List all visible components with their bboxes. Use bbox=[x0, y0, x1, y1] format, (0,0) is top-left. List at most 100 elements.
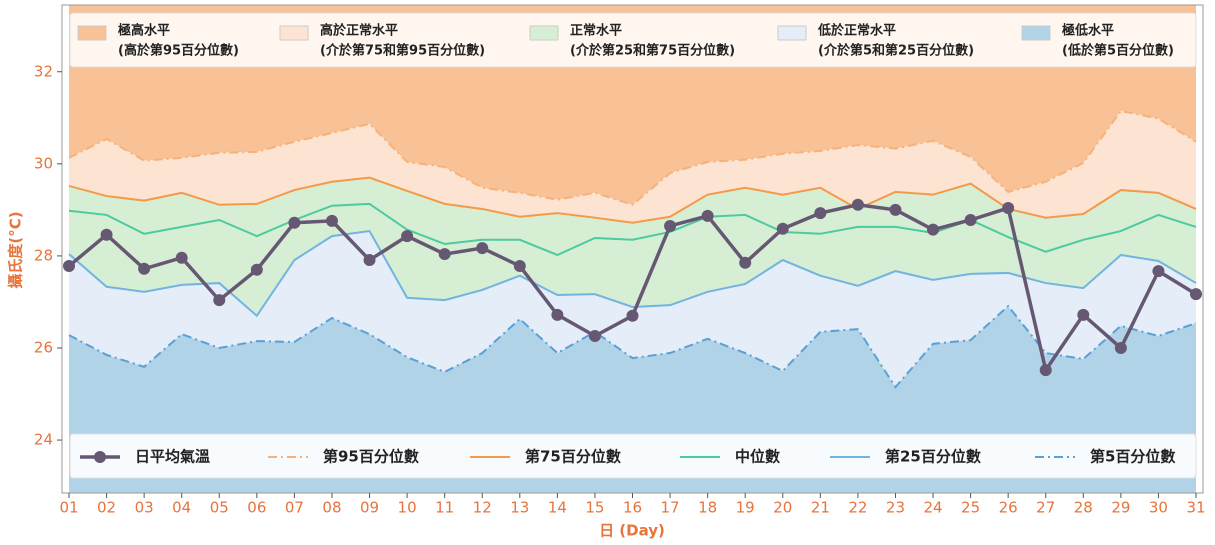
point bbox=[1190, 288, 1202, 301]
x-tick-label: 14 bbox=[548, 499, 567, 517]
x-tick-label: 21 bbox=[811, 499, 830, 517]
x-tick-label: 20 bbox=[773, 499, 792, 517]
point bbox=[1114, 341, 1127, 354]
legend-label: 正常水平 bbox=[570, 23, 622, 39]
x-tick-label: 02 bbox=[97, 499, 116, 517]
point bbox=[1002, 202, 1015, 215]
y-tick-label: 30 bbox=[34, 154, 53, 172]
x-tick-label: 28 bbox=[1074, 499, 1093, 517]
x-axis-label: 日 (Day) bbox=[599, 522, 665, 540]
legend-desc: (高於第95百分位數) bbox=[118, 43, 239, 59]
point bbox=[626, 309, 639, 322]
legend-swatch bbox=[77, 25, 107, 41]
x-tick-label: 25 bbox=[961, 499, 980, 517]
x-tick-label: 31 bbox=[1186, 499, 1205, 517]
series-line bbox=[68, 202, 1197, 257]
series-line bbox=[68, 229, 1197, 318]
legend-label: 第25百分位數 bbox=[885, 448, 981, 466]
x-tick-label: 24 bbox=[923, 499, 942, 517]
x-tick-label: 10 bbox=[398, 499, 417, 517]
point bbox=[325, 214, 338, 227]
x-tick-label: 27 bbox=[1036, 499, 1055, 517]
y-axis-label: 攝氏度(°C) bbox=[7, 211, 25, 288]
point bbox=[1152, 265, 1165, 278]
point bbox=[363, 254, 376, 267]
x-tick-label: 23 bbox=[886, 499, 905, 517]
legend-desc: (介於第5和第25百分位數) bbox=[818, 43, 974, 59]
legend-label: 高於正常水平 bbox=[320, 23, 398, 39]
band-area bbox=[69, 177, 1196, 316]
x-tick-label: 07 bbox=[285, 499, 304, 517]
y-tick-label: 26 bbox=[34, 338, 53, 356]
x-tick-label: 17 bbox=[661, 499, 680, 517]
x-tick-label: 04 bbox=[172, 499, 191, 517]
legend-box bbox=[69, 433, 1197, 479]
series-line bbox=[68, 304, 1197, 389]
point bbox=[551, 308, 564, 321]
legend-label: 極高水平 bbox=[117, 23, 170, 39]
legend-swatch bbox=[1021, 25, 1051, 41]
legend-box bbox=[69, 12, 1197, 68]
point bbox=[476, 242, 489, 255]
series-line bbox=[68, 109, 1197, 206]
x-tick-label: 09 bbox=[360, 499, 379, 517]
x-tick-label: 22 bbox=[848, 499, 867, 517]
legend-swatch bbox=[777, 25, 807, 41]
legend-label: 日平均氣溫 bbox=[135, 448, 210, 466]
y-tick-label: 32 bbox=[34, 62, 53, 80]
x-tick-label: 18 bbox=[698, 499, 717, 517]
x-tick-label: 16 bbox=[623, 499, 642, 517]
point bbox=[288, 216, 301, 229]
point bbox=[100, 228, 113, 241]
x-tick-label: 13 bbox=[510, 499, 529, 517]
point bbox=[213, 294, 226, 307]
legend-desc: (低於第5百分位數) bbox=[1062, 43, 1174, 59]
legend-label: 第75百分位數 bbox=[525, 448, 621, 466]
legend-label: 第5百分位數 bbox=[1090, 448, 1175, 466]
point bbox=[588, 330, 601, 343]
point bbox=[138, 262, 151, 275]
point bbox=[250, 263, 263, 276]
y-tick-label: 28 bbox=[34, 246, 53, 264]
x-tick-label: 06 bbox=[247, 499, 266, 517]
band-area bbox=[69, 110, 1196, 223]
point bbox=[1077, 308, 1090, 321]
x-tick-label: 01 bbox=[59, 499, 78, 517]
point bbox=[927, 223, 940, 236]
legend-label: 第95百分位數 bbox=[323, 448, 419, 466]
point bbox=[889, 203, 902, 216]
point bbox=[814, 207, 827, 220]
legend-label: 中位數 bbox=[735, 448, 780, 466]
point bbox=[175, 251, 188, 264]
x-tick-label: 12 bbox=[473, 499, 492, 517]
point bbox=[851, 198, 864, 211]
legend-desc: (介於第75和第95百分位數) bbox=[320, 43, 485, 59]
legend-label: 極低水平 bbox=[1061, 23, 1114, 39]
point bbox=[701, 209, 714, 222]
point bbox=[1039, 364, 1052, 377]
x-tick-label: 30 bbox=[1149, 499, 1168, 517]
x-tick-label: 03 bbox=[135, 499, 154, 517]
point bbox=[964, 213, 977, 226]
legend-marker bbox=[94, 451, 106, 463]
point bbox=[63, 260, 75, 273]
point bbox=[739, 256, 752, 269]
point bbox=[776, 222, 789, 235]
point bbox=[401, 230, 414, 243]
legend-label: 低於正常水平 bbox=[817, 23, 896, 39]
legend-swatch bbox=[529, 25, 559, 41]
x-tick-label: 08 bbox=[322, 499, 341, 517]
x-tick-label: 29 bbox=[1111, 499, 1130, 517]
x-tick-label: 11 bbox=[435, 499, 454, 517]
x-tick-label: 26 bbox=[999, 499, 1018, 517]
y-tick-label: 24 bbox=[34, 431, 53, 449]
x-tick-label: 15 bbox=[585, 499, 604, 517]
legend-swatch bbox=[279, 25, 309, 41]
point bbox=[664, 219, 677, 232]
x-tick-label: 05 bbox=[210, 499, 229, 517]
point bbox=[438, 248, 451, 261]
point bbox=[513, 260, 526, 273]
legend-desc: (介於第25和第75百分位數) bbox=[570, 43, 735, 59]
x-tick-label: 19 bbox=[736, 499, 755, 517]
